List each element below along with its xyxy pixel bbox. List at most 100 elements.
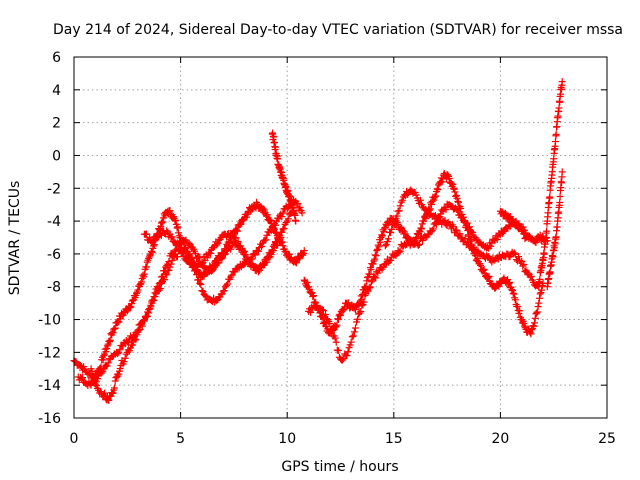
data-point-track-g xyxy=(412,191,420,199)
data-point-track-b xyxy=(79,374,87,382)
data-point-track-c xyxy=(109,389,117,397)
chart-title: Day 214 of 2024, Sidereal Day-to-day VTE… xyxy=(53,22,623,38)
data-point-track-c xyxy=(150,293,158,301)
data-point-track-d xyxy=(206,249,214,257)
y-tick-label: 6 xyxy=(52,50,61,66)
y-tick-label: 0 xyxy=(52,148,61,164)
data-point-track-e xyxy=(480,265,488,273)
data-point-track-g xyxy=(493,235,501,243)
data-point-track-g xyxy=(442,206,450,214)
data-point-track-c xyxy=(91,380,99,388)
data-point-track-c xyxy=(163,261,171,269)
data-point-track-e xyxy=(371,251,379,259)
data-point-track-e xyxy=(533,308,541,316)
data-point-track-c xyxy=(88,368,96,376)
x-axis-label: GPS time / hours xyxy=(281,459,398,475)
data-point-track-a xyxy=(111,325,119,333)
data-point-track-b xyxy=(296,203,304,211)
data-point-track-e xyxy=(454,197,462,205)
data-point-track-a xyxy=(145,254,153,262)
data-point-rise-end xyxy=(552,130,560,138)
data-point-track-g xyxy=(469,229,477,237)
data-point-track-a xyxy=(113,319,121,327)
data-point-track-a xyxy=(148,248,156,256)
data-point-track-a xyxy=(150,242,158,250)
data-point-track-f xyxy=(339,356,347,364)
data-point-track-c xyxy=(154,284,162,292)
data-point-track-f xyxy=(515,253,523,261)
data-point-track-f xyxy=(419,237,427,245)
data-point-track-d xyxy=(284,215,292,223)
data-point-track-f xyxy=(520,261,528,269)
y-tick-label: -12 xyxy=(38,345,61,361)
data-point-rise-end xyxy=(556,98,564,106)
data-point-spike-9h xyxy=(288,198,296,206)
data-point-track-c xyxy=(145,309,153,317)
data-point-track-f xyxy=(348,333,356,341)
data-point-track-e xyxy=(511,296,519,304)
data-point-track-c xyxy=(111,377,119,385)
data-point-track-e xyxy=(535,294,543,302)
data-point-track-a xyxy=(292,259,300,267)
y-tick-label: 2 xyxy=(52,116,61,132)
data-point-track-f xyxy=(453,226,461,234)
data-point-track-d xyxy=(213,241,221,249)
data-point-track-f xyxy=(334,346,342,354)
data-point-track-b xyxy=(224,280,232,288)
data-point-track-d xyxy=(198,258,206,266)
data-point-track-f xyxy=(527,272,535,280)
data-point-track-a xyxy=(295,255,303,263)
data-point-track-f xyxy=(428,227,436,235)
data-point-track-c xyxy=(155,279,163,287)
data-point-track-d xyxy=(173,239,181,247)
data-point-track-f xyxy=(449,223,457,231)
data-point-track-d xyxy=(203,254,211,262)
data-point-track-c xyxy=(90,374,98,382)
data-point-track-b xyxy=(271,221,279,229)
data-point-track-d xyxy=(241,247,249,255)
data-point-track-c xyxy=(169,251,177,259)
data-point-rise-end xyxy=(540,250,548,258)
data-point-track-a xyxy=(109,329,117,337)
data-point-track-e xyxy=(380,228,388,236)
data-point-track-b xyxy=(251,251,259,259)
data-point-track-c xyxy=(217,255,225,263)
data-point-track-e xyxy=(303,278,311,286)
data-point-track-e xyxy=(531,314,539,322)
data-point-track-c xyxy=(156,279,164,287)
data-point-track-a xyxy=(157,222,165,230)
data-point-track-e xyxy=(309,293,317,301)
data-point-track-a xyxy=(237,220,245,228)
data-point-track-e xyxy=(334,316,342,324)
data-point-track-c xyxy=(171,246,179,254)
data-point-track-e xyxy=(530,322,538,330)
data-point-track-f xyxy=(313,301,321,309)
data-point-track-c xyxy=(92,381,100,389)
data-point-track-b xyxy=(116,346,124,354)
data-point-track-a xyxy=(102,348,110,356)
data-point-track-c xyxy=(89,372,97,380)
data-point-spike-9h xyxy=(271,143,279,151)
data-point-track-e xyxy=(397,223,405,231)
data-point-rise-end xyxy=(543,227,551,235)
data-point-track-g xyxy=(460,218,468,226)
x-tick-label: 20 xyxy=(491,431,509,447)
data-point-track-h xyxy=(519,223,527,231)
data-point-track-e xyxy=(356,297,364,305)
data-point-track-f xyxy=(343,352,351,360)
data-point-track-f xyxy=(424,231,432,239)
data-point-track-f xyxy=(349,332,357,340)
data-point-track-a xyxy=(263,212,271,220)
data-point-track-b xyxy=(254,247,262,255)
y-tick-label: 4 xyxy=(52,83,61,99)
data-point-track-g xyxy=(422,205,430,213)
data-point-track-b xyxy=(190,267,198,275)
data-point-track-f xyxy=(461,234,469,242)
data-point-track-f xyxy=(429,225,437,233)
data-point-track-e xyxy=(509,289,517,297)
x-axis-ticks: 0 5 10 15 20 25 xyxy=(70,57,616,447)
data-point-track-b xyxy=(197,280,205,288)
data-point-track-e xyxy=(485,272,493,280)
data-point-track-c xyxy=(146,305,154,313)
data-point-track-d xyxy=(254,268,262,276)
